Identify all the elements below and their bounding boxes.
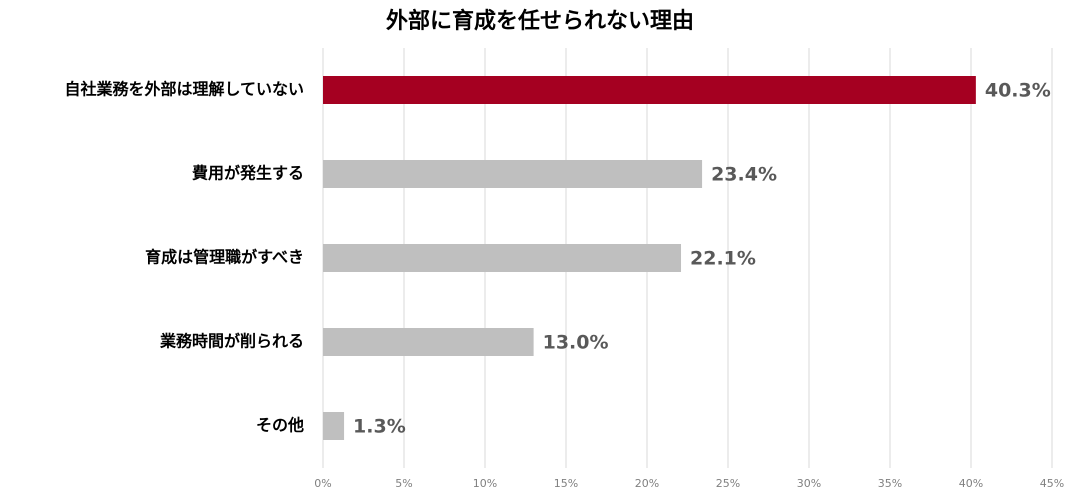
y-tick-label: 費用が発生する [192,164,304,183]
x-tick-label: 0% [314,477,331,490]
x-tick-label: 35% [878,477,902,490]
y-tick-label: 自社業務を外部は理解していない [64,80,304,99]
x-tick-label: 45% [1040,477,1064,490]
y-tick-label: その他 [256,416,304,435]
bar [323,244,682,272]
x-tick-label: 5% [395,477,412,490]
value-label: 13.0% [543,332,609,354]
x-tick-label: 40% [959,477,983,490]
value-label: 1.3% [353,416,406,438]
x-tick-label: 10% [473,477,497,490]
x-tick-label: 25% [716,477,740,490]
bar [323,76,976,104]
x-tick-label: 30% [797,477,821,490]
bar [323,328,534,356]
value-label: 23.4% [711,164,777,186]
bar [323,160,703,188]
value-label: 40.3% [985,80,1051,102]
y-tick-label: 育成は管理職がすべき [145,248,304,267]
x-tick-label: 15% [554,477,578,490]
chart-title: 外部に育成を任せられない理由 [386,8,694,34]
x-tick-label: 20% [635,477,659,490]
bar [323,412,345,440]
y-tick-label: 業務時間が削られる [159,332,304,351]
value-label: 22.1% [690,248,756,270]
